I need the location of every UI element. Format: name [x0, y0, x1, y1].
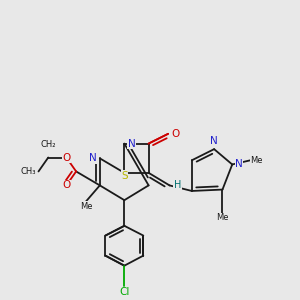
Text: Cl: Cl: [119, 287, 130, 297]
Text: N: N: [89, 153, 97, 163]
Text: O: O: [62, 152, 70, 163]
Text: Me: Me: [216, 213, 229, 222]
Text: Me: Me: [250, 156, 263, 165]
Text: S: S: [121, 171, 128, 181]
Text: H: H: [174, 180, 181, 190]
Text: O: O: [172, 129, 180, 139]
Text: O: O: [62, 180, 70, 190]
Text: Me: Me: [80, 202, 92, 211]
Text: N: N: [128, 139, 135, 148]
Text: CH₂: CH₂: [40, 140, 56, 149]
Text: CH₃: CH₃: [21, 167, 36, 176]
Text: N: N: [210, 136, 218, 146]
Text: N: N: [235, 160, 243, 170]
